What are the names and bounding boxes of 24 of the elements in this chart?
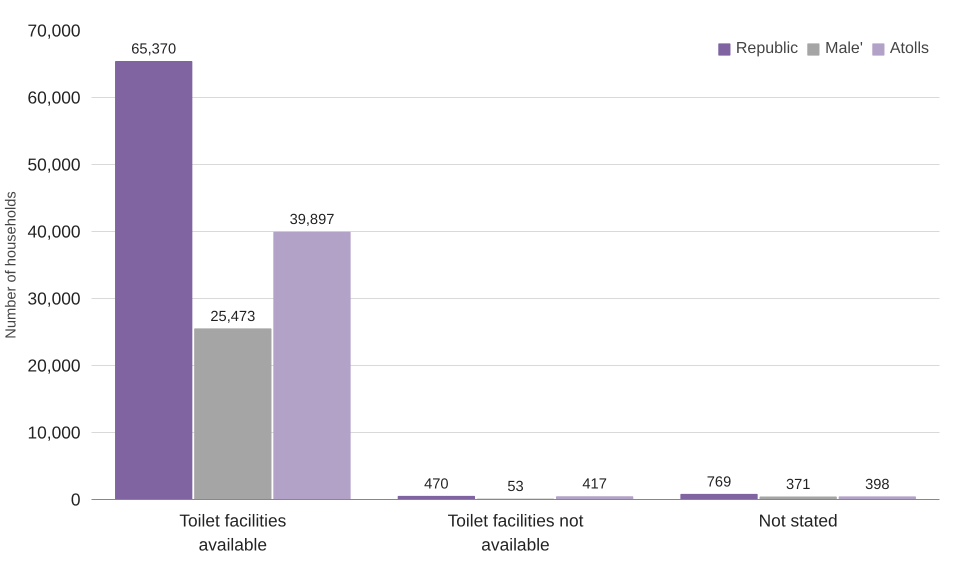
y-tick-label: 0 xyxy=(70,490,81,510)
x-tick-label: Toilet facilities available xyxy=(179,510,287,554)
legend-label: Male' xyxy=(825,40,863,58)
y-tick-label: 30,000 xyxy=(28,288,80,308)
data-label: 769 xyxy=(706,474,732,490)
data-label: 371 xyxy=(786,477,810,494)
y-tick-label: 10,000 xyxy=(28,422,80,442)
y-tick-label: 70,000 xyxy=(28,20,80,40)
data-label: 398 xyxy=(865,476,890,493)
data-label: 53 xyxy=(507,479,524,496)
data-label: 417 xyxy=(582,476,607,493)
legend-label: Republic xyxy=(736,40,798,58)
data-label: 39,897 xyxy=(290,212,334,228)
legend-label: Atolls xyxy=(890,40,929,58)
y-axis-title: Number of households xyxy=(4,191,20,339)
y-tick-label: 60,000 xyxy=(28,88,80,108)
x-tick-label: Toilet facilities not available xyxy=(448,510,584,554)
y-tick-label: 40,000 xyxy=(28,222,80,242)
x-tick-label: Not stated xyxy=(758,510,838,530)
data-label: 65,370 xyxy=(131,42,176,58)
y-tick-label: 20,000 xyxy=(28,356,80,376)
data-label: 25,473 xyxy=(210,308,256,325)
y-tick-label: 50,000 xyxy=(28,154,80,174)
data-label: 470 xyxy=(424,476,449,492)
